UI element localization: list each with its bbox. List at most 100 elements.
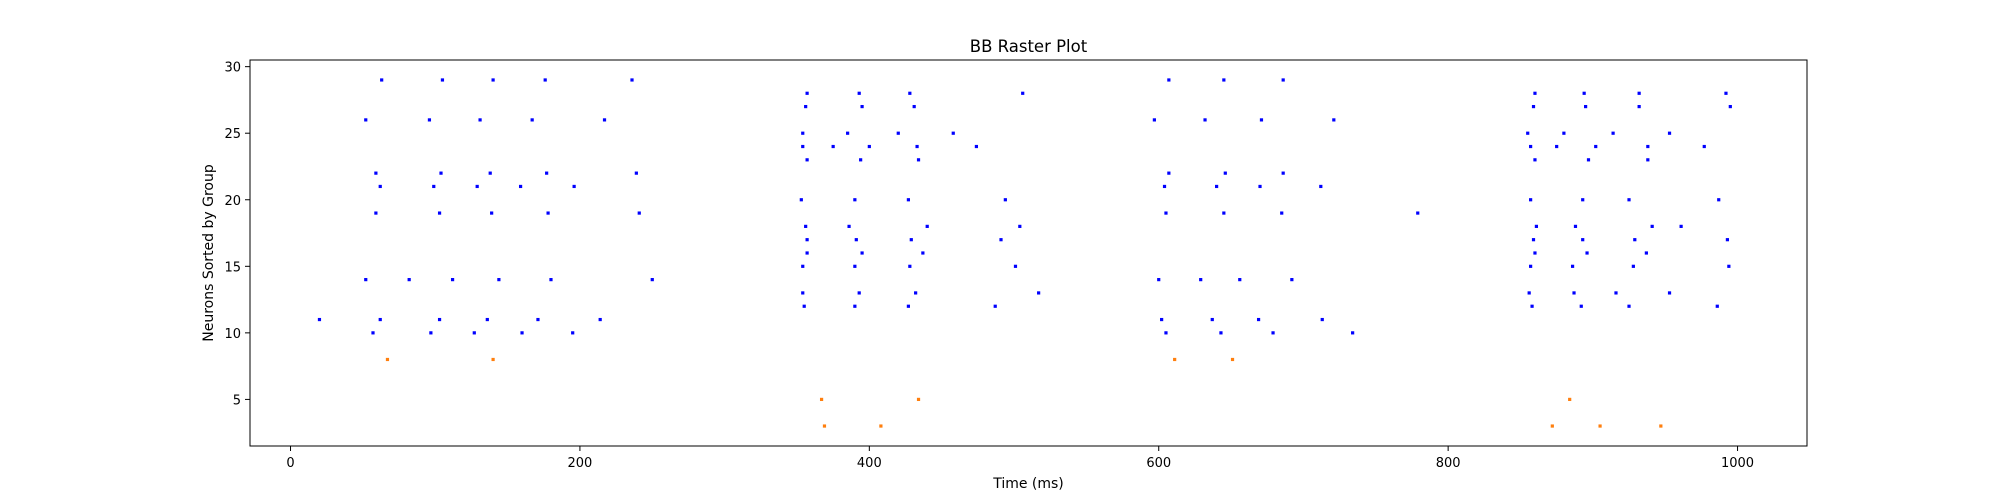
spike-point: [1160, 317, 1164, 322]
spike-point: [1259, 118, 1264, 122]
spike-point: [497, 278, 501, 282]
spike-point: [598, 317, 602, 322]
spike-point: [854, 238, 858, 242]
spike-point: [867, 144, 871, 149]
spike-point: [921, 251, 925, 255]
spike-point: [518, 184, 523, 189]
spike-point: [1173, 357, 1177, 362]
spike-point: [912, 104, 916, 109]
spike-point: [831, 144, 835, 149]
spike-point: [1724, 91, 1728, 95]
spike-point: [857, 291, 861, 295]
spike-point: [804, 224, 808, 228]
spike-point: [1533, 251, 1537, 255]
spike-point: [371, 331, 375, 335]
y-tick-label: 30: [224, 61, 241, 76]
spike-point: [1167, 78, 1171, 82]
spike-point: [1290, 278, 1294, 282]
spike-point: [857, 91, 861, 95]
spike-point: [1637, 104, 1641, 109]
spike-point: [1203, 118, 1207, 122]
x-tick-label: 600: [1146, 456, 1171, 471]
spike-point: [374, 171, 378, 175]
chart-title: BB Raster Plot: [970, 37, 1088, 56]
spike-point: [491, 357, 495, 362]
spike-point: [1637, 91, 1641, 95]
spike-point: [364, 278, 368, 282]
spike-point: [1614, 291, 1618, 295]
spike-point: [1667, 291, 1672, 295]
spike-point: [805, 238, 809, 242]
spike-point: [1579, 304, 1583, 308]
spike-point: [853, 198, 857, 202]
spike-point: [1584, 104, 1588, 109]
x-tick-label: 400: [857, 456, 882, 471]
spike-point: [1725, 238, 1730, 242]
spike-point: [1210, 317, 1214, 322]
spike-point: [974, 144, 979, 149]
spike-point: [549, 278, 553, 282]
spike-point: [1529, 264, 1533, 268]
spike-point: [916, 158, 921, 162]
spike-point: [860, 104, 864, 109]
spike-point: [1529, 144, 1533, 149]
spike-point: [993, 304, 997, 308]
spike-point: [1531, 104, 1536, 109]
spike-point: [1611, 131, 1615, 135]
spike-point: [485, 317, 489, 322]
x-tick-label: 800: [1436, 456, 1461, 471]
x-tick-label: 200: [568, 456, 593, 471]
spike-point: [475, 184, 479, 189]
spike-point: [804, 104, 808, 109]
spike-point: [488, 171, 492, 175]
spike-point: [450, 278, 455, 282]
spike-point: [491, 78, 495, 82]
spike-point: [847, 224, 851, 228]
spike-point: [378, 184, 382, 189]
spike-point: [1533, 91, 1537, 95]
spike-point: [1037, 291, 1041, 295]
spike-point: [520, 331, 524, 335]
spike-point: [317, 317, 322, 322]
spike-point: [1717, 198, 1721, 202]
spike-point: [1728, 104, 1732, 109]
spike-point: [1526, 131, 1530, 135]
spike-point: [572, 184, 576, 189]
spike-point: [1280, 211, 1284, 215]
spike-point: [859, 158, 863, 162]
y-axis: 5 10 15 20 25 30: [224, 61, 250, 408]
spike-point: [602, 118, 607, 122]
spike-point: [1679, 224, 1683, 228]
spike-point: [1667, 131, 1672, 135]
spike-point: [1586, 158, 1591, 162]
spike-point: [1215, 184, 1219, 189]
spike-point: [1021, 91, 1025, 95]
spike-point: [490, 211, 494, 215]
spike-point: [1167, 171, 1171, 175]
spike-point: [1018, 224, 1022, 228]
spike-point: [1585, 251, 1589, 255]
spike-point: [1631, 264, 1635, 268]
spike-point: [801, 291, 805, 295]
spike-point: [437, 211, 442, 215]
x-tick-label: 1000: [1721, 456, 1754, 471]
x-axis-label: Time (ms): [992, 476, 1064, 492]
spike-point: [908, 264, 912, 268]
spike-point: [819, 397, 824, 402]
spike-point: [1533, 158, 1537, 162]
spike-point: [999, 238, 1003, 242]
spike-point: [1238, 278, 1242, 282]
spike-point: [1256, 317, 1261, 322]
spike-point: [801, 144, 805, 149]
spike-point: [1555, 144, 1559, 149]
spike-point: [1416, 211, 1420, 215]
spike-point: [536, 317, 540, 322]
spike-point: [1320, 317, 1324, 322]
spike-point: [571, 331, 575, 335]
spike-point: [530, 118, 534, 122]
spike-point: [1534, 224, 1539, 228]
spike-point: [374, 211, 378, 215]
spike-point: [951, 131, 955, 135]
spike-point: [630, 78, 634, 82]
y-tick-label: 20: [224, 194, 241, 209]
